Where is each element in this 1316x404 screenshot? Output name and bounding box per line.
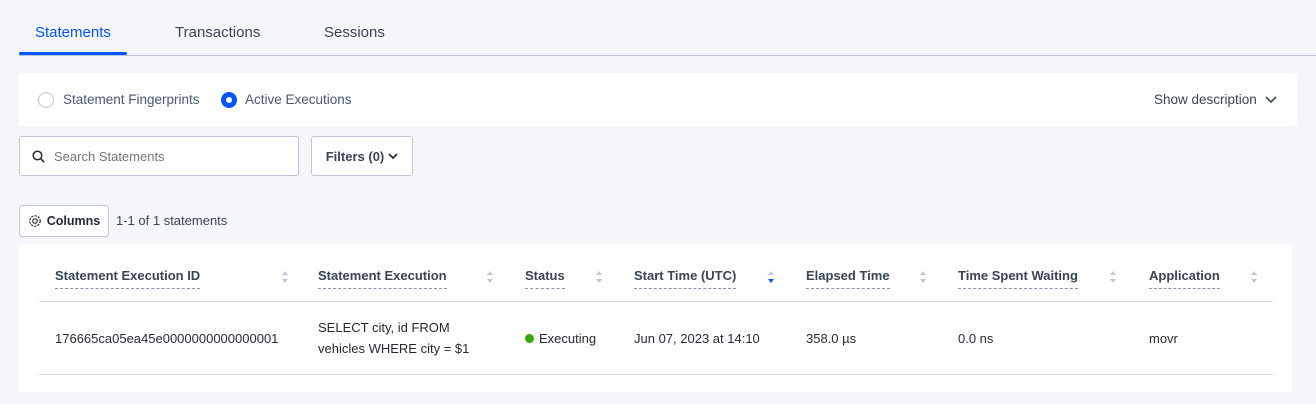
status-dot-icon — [525, 334, 534, 343]
row-divider — [39, 374, 1273, 375]
sort-icon[interactable] — [1250, 269, 1258, 285]
sort-icon[interactable] — [486, 269, 494, 285]
radio-label-fingerprints[interactable]: Statement Fingerprints — [63, 92, 200, 107]
tab-transactions[interactable]: Transactions — [175, 24, 261, 41]
tab-sessions[interactable]: Sessions — [324, 24, 385, 41]
cell-start-time: Jun 07, 2023 at 14:10 — [634, 331, 760, 346]
result-count: 1-1 of 1 statements — [116, 213, 228, 228]
chevron-down-icon — [1265, 95, 1277, 103]
status-text: Executing — [539, 331, 597, 346]
sort-descending-icon[interactable] — [767, 269, 775, 285]
radio-statement-fingerprints[interactable] — [38, 92, 54, 108]
cell-statement-line1[interactable]: SELECT city, id FROM — [318, 320, 450, 335]
show-description-label: Show description — [1154, 92, 1257, 107]
gear-icon — [28, 215, 41, 227]
cell-application: movr — [1149, 331, 1178, 346]
cell-status: Executing — [525, 328, 596, 349]
tab-divider — [19, 55, 1316, 56]
statements-table — [19, 244, 1292, 392]
radio-label-active-executions[interactable]: Active Executions — [245, 92, 352, 107]
radio-active-executions[interactable] — [221, 92, 237, 108]
cell-elapsed-time: 358.0 µs — [806, 331, 857, 346]
active-tab-indicator — [19, 52, 127, 55]
header-status[interactable]: Status — [525, 268, 565, 289]
tab-statements[interactable]: Statements — [35, 24, 111, 41]
filters-button[interactable]: Filters (0) — [311, 136, 413, 176]
header-statement-execution-id[interactable]: Statement Execution ID — [55, 268, 201, 289]
filters-label: Filters (0) — [325, 148, 385, 164]
header-divider — [39, 301, 1273, 302]
sort-icon[interactable] — [1109, 269, 1117, 285]
cell-execution-id[interactable]: 176665ca05ea45e0000000000000001 — [55, 331, 279, 346]
sort-icon[interactable] — [595, 269, 603, 285]
search-box[interactable] — [19, 136, 299, 176]
sort-icon[interactable] — [281, 269, 289, 285]
columns-button[interactable]: Columns — [19, 205, 109, 237]
search-input[interactable] — [54, 146, 284, 166]
header-start-time[interactable]: Start Time (UTC) — [634, 268, 737, 289]
chevron-down-icon — [388, 152, 398, 159]
view-toggle-panel — [19, 73, 1297, 126]
search-icon — [32, 150, 45, 163]
cell-statement-line2[interactable]: vehicles WHERE city = $1 — [318, 341, 470, 356]
sort-icon[interactable] — [919, 269, 927, 285]
columns-label: Columns — [46, 214, 101, 228]
cell-time-spent-waiting: 0.0 ns — [958, 331, 994, 346]
header-application[interactable]: Application — [1149, 268, 1220, 289]
header-statement-execution[interactable]: Statement Execution — [318, 268, 447, 289]
header-elapsed-time[interactable]: Elapsed Time — [806, 268, 890, 289]
show-description-button[interactable]: Show description — [1154, 92, 1277, 107]
header-time-spent-waiting[interactable]: Time Spent Waiting — [958, 268, 1078, 289]
